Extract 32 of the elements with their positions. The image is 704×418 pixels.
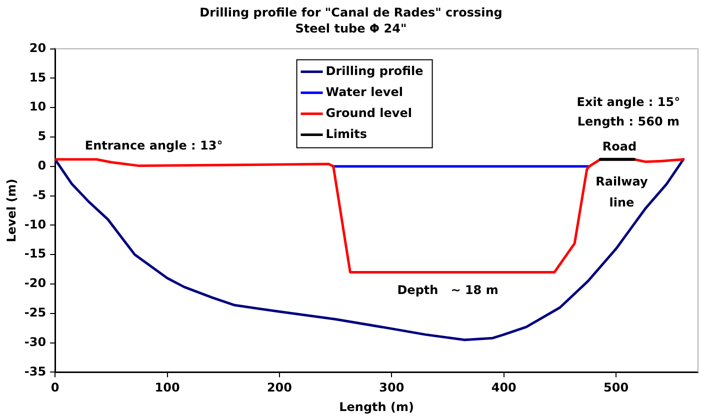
y-tick-label: -20 [24,276,46,290]
y-tick-label: 15 [29,70,46,84]
annotation: Railway line [596,174,648,210]
y-tick-label: 20 [29,40,46,55]
x-tick-label: 0 [50,380,60,395]
x-tick-label: 300 [379,380,404,395]
legend-label: Ground level [326,106,412,120]
annotation: Entrance angle : 13° [84,138,223,153]
y-tick-label: -5 [32,188,46,202]
y-tick-label: -30 [24,334,46,349]
y-tick-label: 10 [29,100,46,114]
x-axis-title: Length (m) [339,400,414,414]
legend-label: Water level [326,84,403,99]
legend-label: Drilling profile [326,64,424,78]
chart-title: Drilling profile for "Canal de Rades" crossing [200,5,502,20]
y-tick-label: 5 [38,129,46,144]
chart-subtitle: Steel tube Φ 24" [295,22,407,36]
x-tick-label: 100 [154,380,180,395]
x-tick-label: 200 [266,380,292,395]
annotation: Exit angle : 15° [576,95,680,110]
x-tick-label: 400 [491,380,516,395]
annotation: Length : 560 m [577,114,680,128]
y-tick-label: -15 [24,246,46,261]
y-tick-label: -25 [24,306,46,320]
y-axis-title: Level (m) [4,178,18,242]
y-tick-label: 0 [38,158,46,173]
annotation: Road [602,140,637,154]
legend-label: Limits [326,126,368,141]
annotation: Depth ~ 18 m [397,283,498,298]
x-tick-label: 500 [604,380,629,395]
y-tick-label: -10 [24,217,46,232]
y-tick-label: -35 [24,364,46,378]
